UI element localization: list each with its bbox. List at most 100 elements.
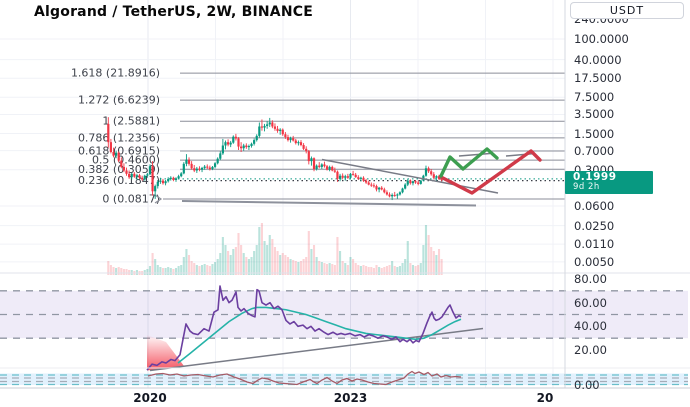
candle-body <box>117 152 120 161</box>
candle-body <box>258 126 261 136</box>
volume-bar <box>398 266 401 275</box>
volume-bar <box>419 263 422 275</box>
candle-body <box>281 129 284 135</box>
candle-body <box>133 173 136 177</box>
volume-bar <box>352 259 355 275</box>
volume-bar <box>203 264 206 275</box>
volume-bar <box>156 265 159 275</box>
time-tick: 20 <box>536 391 554 405</box>
volume-bar <box>115 268 118 275</box>
volume-bar <box>185 249 188 275</box>
candle-body <box>232 136 235 143</box>
candle-body <box>391 194 394 197</box>
volume-bar <box>122 269 125 275</box>
candle-body <box>263 125 266 128</box>
candle-body <box>370 184 373 186</box>
ribbon-trace-line <box>147 370 462 386</box>
volume-bar <box>333 265 336 275</box>
volume-bar <box>266 245 269 275</box>
candle-body <box>161 180 165 184</box>
candle-body <box>221 145 224 154</box>
candle-body <box>344 176 347 178</box>
volume-bar <box>216 259 219 275</box>
candle-body <box>185 159 188 164</box>
price-tick: 0.7000 <box>574 143 615 158</box>
volume-bar <box>406 241 409 275</box>
candle-body <box>286 137 290 141</box>
volume-bar <box>245 257 248 275</box>
candle-body <box>138 175 141 178</box>
candle-body <box>115 152 118 156</box>
candle-body <box>336 171 339 179</box>
volume-bar <box>182 257 185 275</box>
volume-bar <box>255 245 258 275</box>
candle-body <box>409 180 412 184</box>
volume-bar <box>224 245 227 275</box>
candle-body <box>200 167 204 170</box>
candle-body <box>341 175 344 178</box>
volume-bar <box>206 265 209 275</box>
candle-body <box>156 181 159 187</box>
volume-bar <box>195 265 198 275</box>
candle-body <box>432 174 435 178</box>
candle-body <box>180 173 183 177</box>
price-tick: 100.0000 <box>574 32 629 46</box>
volume-bar <box>208 266 211 275</box>
candle-body <box>406 180 409 185</box>
candle-body <box>380 187 383 190</box>
candle-body <box>190 163 193 169</box>
volume-bar <box>193 263 196 275</box>
currency-unit-button[interactable]: USDT <box>570 2 684 19</box>
candle-body <box>151 166 154 192</box>
volume-bar <box>229 255 232 275</box>
candle-body <box>364 180 368 183</box>
descending-trendline <box>321 158 499 194</box>
candle-body <box>417 182 420 184</box>
candle-body <box>159 180 162 182</box>
price-tick: 40.0000 <box>574 52 622 67</box>
price-tick: 3.5000 <box>574 107 615 122</box>
candle-body <box>195 168 198 171</box>
candle-body <box>430 171 433 175</box>
candle-body <box>120 160 123 167</box>
symbol-title: Algorand / TetherUS, 2W, BINANCE <box>34 4 313 20</box>
candle-body <box>211 166 214 169</box>
volume-bar <box>211 264 214 275</box>
volume-bar <box>315 257 318 275</box>
candle-body <box>440 178 443 180</box>
fib-label: 1 (2.5881) <box>102 115 160 128</box>
candle-body <box>216 158 219 164</box>
candle-body <box>362 177 365 181</box>
volume-bar <box>305 257 308 275</box>
candle-body <box>351 173 355 175</box>
bar-countdown: 9d 2h <box>573 181 600 192</box>
volume-bar <box>365 266 368 275</box>
candle-body <box>266 124 269 126</box>
candle-body <box>260 126 264 128</box>
candlestick-series <box>107 117 443 201</box>
candle-body <box>310 158 313 162</box>
volume-bar <box>323 263 326 275</box>
candle-body <box>427 168 430 172</box>
volume-bar <box>427 235 430 275</box>
volume-bar <box>187 255 191 275</box>
fib-label: 0 (0.0817) <box>102 193 160 206</box>
price-tick: 0.0600 <box>574 198 615 213</box>
candle-body <box>424 168 428 176</box>
candle-body <box>169 177 172 179</box>
volume-bar <box>354 263 357 275</box>
rsi-tick: 40.00 <box>574 319 607 334</box>
volume-bar <box>161 268 165 275</box>
volume-bar <box>109 265 112 275</box>
price-tick: 0.0050 <box>574 254 615 269</box>
candle-body <box>128 173 131 178</box>
volume-bar <box>357 265 360 275</box>
volume-bar <box>148 266 152 275</box>
candle-body <box>146 174 149 176</box>
volume-bar <box>263 241 266 275</box>
candle-body <box>328 166 331 170</box>
volume-bar <box>302 259 305 275</box>
volume-bar <box>325 264 329 275</box>
candle-body <box>435 176 438 178</box>
